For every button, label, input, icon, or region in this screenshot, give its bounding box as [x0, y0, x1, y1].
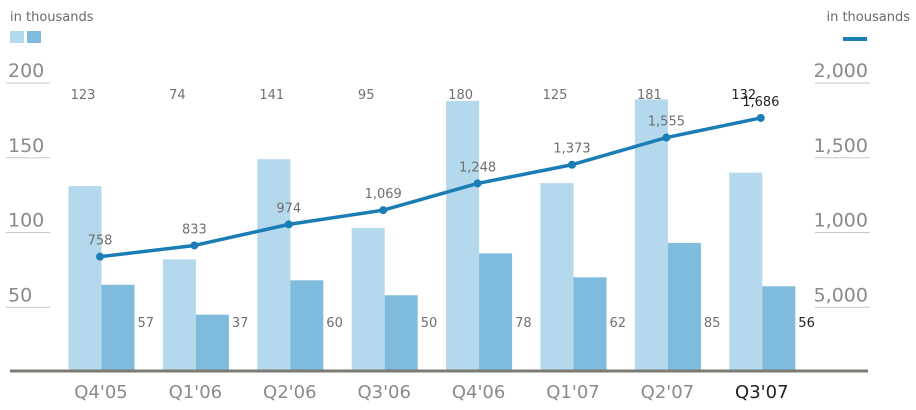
line-series-path	[99, 116, 762, 259]
bar-light	[68, 186, 102, 370]
legend-swatch-light-bars	[10, 31, 24, 43]
left-axis-tick-label: 50	[8, 284, 32, 306]
line-value-label: 1,069	[365, 187, 402, 202]
bar-light	[540, 183, 574, 370]
bar-light-value-label: 125	[543, 88, 568, 103]
x-axis-tick-label: Q4'06	[452, 382, 505, 403]
bar-dark-value-label: 37	[232, 316, 249, 331]
x-axis-ticks: Q4'05 Q1'06 Q2'06 Q3'06 Q4'06 Q1'07 Q2'07 Q3'07	[74, 382, 788, 403]
right-axis-tick-label: 2,000	[814, 60, 868, 82]
line-point	[473, 179, 482, 188]
line-point	[96, 252, 104, 261]
left-axis-tick-label: 150	[8, 135, 44, 157]
bar-light	[162, 259, 196, 370]
line-point	[190, 241, 199, 250]
bar-dark-value-label: 62	[610, 316, 627, 331]
bar-light-value-label: 180	[448, 88, 473, 103]
bar-dark	[573, 277, 607, 370]
right-axis-ticks: 2,000 1,500 1,000 5,000	[814, 60, 870, 308]
left-axis-unit-label: in thousands	[10, 10, 94, 25]
legend-swatch-dark-bars	[27, 31, 41, 43]
line-value-label: 833	[182, 222, 207, 237]
left-axis-tick-label: 100	[8, 210, 44, 232]
line-point	[756, 113, 765, 122]
line-point	[662, 133, 671, 142]
bar-light-value-label: 95	[358, 88, 375, 103]
line-point	[379, 206, 388, 215]
bar-light-value-label: 181	[637, 88, 662, 103]
bar-dark	[667, 242, 701, 370]
bar-dark	[762, 286, 796, 370]
line-value-label: 1,373	[553, 142, 590, 157]
bar-light	[729, 172, 763, 370]
right-axis-tick-label: 1,500	[814, 135, 868, 157]
x-axis-tick-label: Q3'06	[357, 382, 410, 403]
bar-light-value-label: 123	[71, 88, 96, 103]
line-value-label: 1,555	[648, 115, 685, 130]
bar-dark-value-label: 56	[798, 316, 815, 331]
right-axis-tick-label: 1,000	[814, 210, 868, 232]
line-point	[284, 220, 293, 229]
bar-dark	[195, 314, 229, 370]
bar-light-value-label: 132	[731, 88, 756, 103]
data-labels: 123 57 74 37 141 60 95 50 180 78 125 62 181 85 132 56	[71, 88, 815, 331]
bars	[68, 99, 796, 371]
x-axis-tick-label: Q2'06	[263, 382, 316, 403]
bar-dark-value-label: 85	[704, 316, 721, 331]
bar-dark-value-label: 50	[421, 316, 438, 331]
x-axis-tick-label: Q3'07	[735, 382, 788, 403]
line-value-label: 974	[276, 201, 301, 216]
bar-light	[351, 227, 385, 370]
bar-light	[446, 100, 480, 371]
line-value-label: 1,248	[459, 160, 496, 175]
line-value-label: 758	[88, 234, 113, 249]
bar-dark-value-label: 78	[515, 316, 532, 331]
x-axis-tick-label: Q4'05	[74, 382, 127, 403]
bar-dark	[384, 295, 418, 370]
bar-dark-value-label: 57	[138, 316, 155, 331]
line-value-label: 1,686	[742, 95, 779, 110]
left-axis-ticks: 200 150 100 50	[6, 60, 50, 308]
x-axis-tick-label: Q1'06	[169, 382, 222, 403]
line-series: 758 833 974 1,069 1,248 1,373 1,555 1,686	[88, 95, 779, 261]
right-axis-tick-label: 5,000	[814, 284, 868, 306]
line-point	[568, 160, 576, 169]
bar-dark	[101, 284, 135, 370]
bar-light	[257, 159, 291, 370]
bar-light-value-label: 74	[169, 88, 186, 103]
x-axis-tick-label: Q2'07	[641, 382, 694, 403]
bar-dark	[290, 280, 324, 370]
right-axis-unit-label: in thousands	[826, 10, 910, 25]
left-axis-tick-label: 200	[8, 60, 44, 82]
bar-dark-value-label: 60	[326, 316, 343, 331]
bar-light-value-label: 141	[259, 88, 284, 103]
legend-line-swatch	[843, 37, 867, 41]
bar-dark	[479, 253, 513, 370]
x-axis-tick-label: Q1'07	[546, 382, 599, 403]
